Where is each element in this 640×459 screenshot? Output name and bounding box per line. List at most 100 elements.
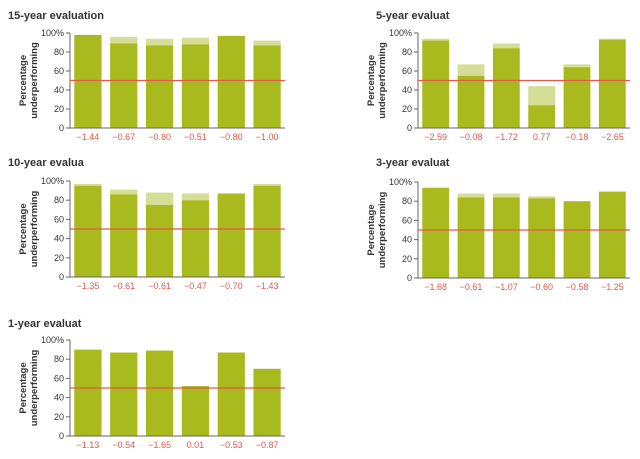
panel-1-x-tick-label-1: −1.44 <box>77 132 100 142</box>
panel-2-bar-primary-2 <box>457 75 485 128</box>
panel-1-ylabel: Percentageunderperforming <box>18 42 40 119</box>
panel-4-ylabel: Percentageunderperforming <box>366 192 388 269</box>
panel-2-y-tick-label: 60 <box>402 66 412 76</box>
panel-1-bar-secondary-6 <box>253 40 281 46</box>
panel-5-y-tick-label: 100% <box>41 335 64 345</box>
panel-2-y-tick-label: 100% <box>389 28 412 38</box>
panel-3-bar-primary-3 <box>145 205 174 277</box>
panel-3-bar-primary-4 <box>181 200 210 277</box>
panel-2-bar-secondary-6 <box>598 38 626 40</box>
panel-2-x-tick-label-1: −2.59 <box>424 132 447 142</box>
panel-2-y-tick-label: 40 <box>402 85 412 95</box>
panel-4-bar-secondary-2 <box>457 193 485 198</box>
panel-4-x-tick-label-3: −1.07 <box>495 282 518 292</box>
panel-3-bar-primary-2 <box>110 194 138 277</box>
panel-4-y-tick-label: 20 <box>402 254 412 264</box>
panel-4-x-tick-label-5: −0.58 <box>566 282 589 292</box>
panel-3-x-tick-label-6: −1.43 <box>256 281 279 291</box>
panel-1-x-tick-label-3: −0.80 <box>148 132 171 142</box>
panel-3-bar-primary-1 <box>74 185 102 277</box>
panel-1-y-tick-label: 80 <box>54 47 64 57</box>
panel-1-y-tick-label: 20 <box>54 104 64 114</box>
panel-1-title: 15-year evaluation <box>8 10 104 22</box>
panel-5-bar-primary-2 <box>110 352 138 436</box>
panel-2-bar-primary-5 <box>563 67 591 128</box>
panel-2-bar-primary-4 <box>528 105 556 128</box>
panel-3-y-tick-label: 100% <box>41 176 64 186</box>
panel-5-x-tick-label-5: −0.53 <box>220 440 243 450</box>
panel-1-bar-primary-6 <box>253 45 281 128</box>
panel-2-bar-primary-1 <box>422 40 450 128</box>
panel-4-x-tick-label-2: −0.61 <box>460 282 483 292</box>
panel-1-bar-secondary-4 <box>181 37 210 45</box>
panel-2-ylabel: Percentageunderperforming <box>366 42 388 119</box>
panel-4-bar-primary-5 <box>563 201 591 278</box>
panel-5-bar-primary-1 <box>74 349 102 436</box>
panel-5-x-tick-label-2: −0.54 <box>112 440 135 450</box>
panel-1-bar-primary-5 <box>217 35 245 128</box>
panel-2-y-tick-label: 20 <box>402 104 412 114</box>
panel-5-x-tick-label-1: −1.13 <box>77 440 100 450</box>
panel-3-title: 10-year evalua <box>8 157 85 169</box>
panel-1-x-tick-label-2: −0.67 <box>112 132 135 142</box>
panel-1-y-tick-label: 40 <box>54 85 64 95</box>
panel-3-bar-secondary-6 <box>253 183 281 186</box>
panel-4-bar-primary-1 <box>422 187 450 278</box>
panel-1-x-tick-label-4: −0.51 <box>184 132 207 142</box>
panel-3-bar-secondary-2 <box>110 189 138 195</box>
panel-2-bar-secondary-1 <box>422 38 450 41</box>
panel-3-x-tick-label-3: −0.61 <box>148 281 171 291</box>
panel-2-x-tick-label-2: −0.08 <box>460 132 483 142</box>
panel-2-bar-primary-6 <box>598 39 626 128</box>
panel-5-x-tick-label-6: −0.87 <box>256 440 279 450</box>
panel-5-title: 1-year evaluat <box>8 318 82 330</box>
panel-1-bar-primary-4 <box>181 44 210 128</box>
panel-5-y-tick-label: 80 <box>54 354 64 364</box>
panel-5-bar-primary-4 <box>181 386 210 436</box>
panel-3-x-tick-label-1: −1.35 <box>77 281 100 291</box>
panel-1-bar-secondary-2 <box>110 36 138 44</box>
panel-2-x-tick-label-4: 0.77 <box>533 132 551 142</box>
panel-1-y-tick-label: 0 <box>59 123 64 133</box>
panel-2-x-tick-label-3: −1.72 <box>495 132 518 142</box>
panel-4-title: 3-year evaluat <box>376 157 450 169</box>
panel-4-y-tick-label: 100% <box>389 177 412 187</box>
panel-1-bar-primary-1 <box>74 34 102 128</box>
panel-1-bar-secondary-3 <box>145 38 174 46</box>
panel-1-y-tick-label: 60 <box>54 66 64 76</box>
panel-2-bar-primary-3 <box>492 48 520 129</box>
panel-2-bar-secondary-5 <box>563 64 591 68</box>
panel-1-x-tick-label-6: −1.00 <box>256 132 279 142</box>
panel-3-bar-secondary-1 <box>74 183 102 186</box>
panel-4-x-tick-label-6: −1.25 <box>601 282 624 292</box>
panel-3-x-tick-label-5: −0.70 <box>220 281 243 291</box>
panel-2-bar-secondary-3 <box>492 43 520 49</box>
panel-3-bar-primary-6 <box>253 185 281 277</box>
panel-4-y-tick-label: 40 <box>402 235 412 245</box>
panel-4-y-tick-label: 80 <box>402 196 412 206</box>
panel-5-bar-primary-5 <box>217 352 245 436</box>
panel-3-y-tick-label: 60 <box>54 214 64 224</box>
panel-2-x-tick-label-6: −2.65 <box>601 132 624 142</box>
panel-4-bar-primary-4 <box>528 198 556 278</box>
panel-3-bar-secondary-4 <box>181 193 210 201</box>
panel-5-bar-primary-3 <box>145 350 174 436</box>
panel-5-y-tick-label: 20 <box>54 412 64 422</box>
panel-1-x-tick-label-5: −0.80 <box>220 132 243 142</box>
panel-4-y-tick-label: 60 <box>402 215 412 225</box>
panel-3-y-tick-label: 20 <box>54 253 64 263</box>
panel-4-bar-primary-6 <box>598 191 626 278</box>
panel-3-x-tick-label-4: −0.47 <box>184 281 207 291</box>
panel-5-bar-primary-6 <box>253 368 281 436</box>
panel-3-x-tick-label-2: −0.61 <box>112 281 135 291</box>
panel-4-bar-primary-3 <box>492 197 520 278</box>
panel-3-y-tick-label: 40 <box>54 234 64 244</box>
panel-4-bar-secondary-3 <box>492 193 520 198</box>
panel-2-y-tick-label: 0 <box>407 123 412 133</box>
panel-5-x-tick-label-3: −1.65 <box>148 440 171 450</box>
panel-4-y-tick-label: 0 <box>407 273 412 283</box>
panel-2-bar-secondary-4 <box>528 86 556 106</box>
panel-4-bar-secondary-4 <box>528 196 556 199</box>
panel-5-y-tick-label: 0 <box>59 431 64 441</box>
